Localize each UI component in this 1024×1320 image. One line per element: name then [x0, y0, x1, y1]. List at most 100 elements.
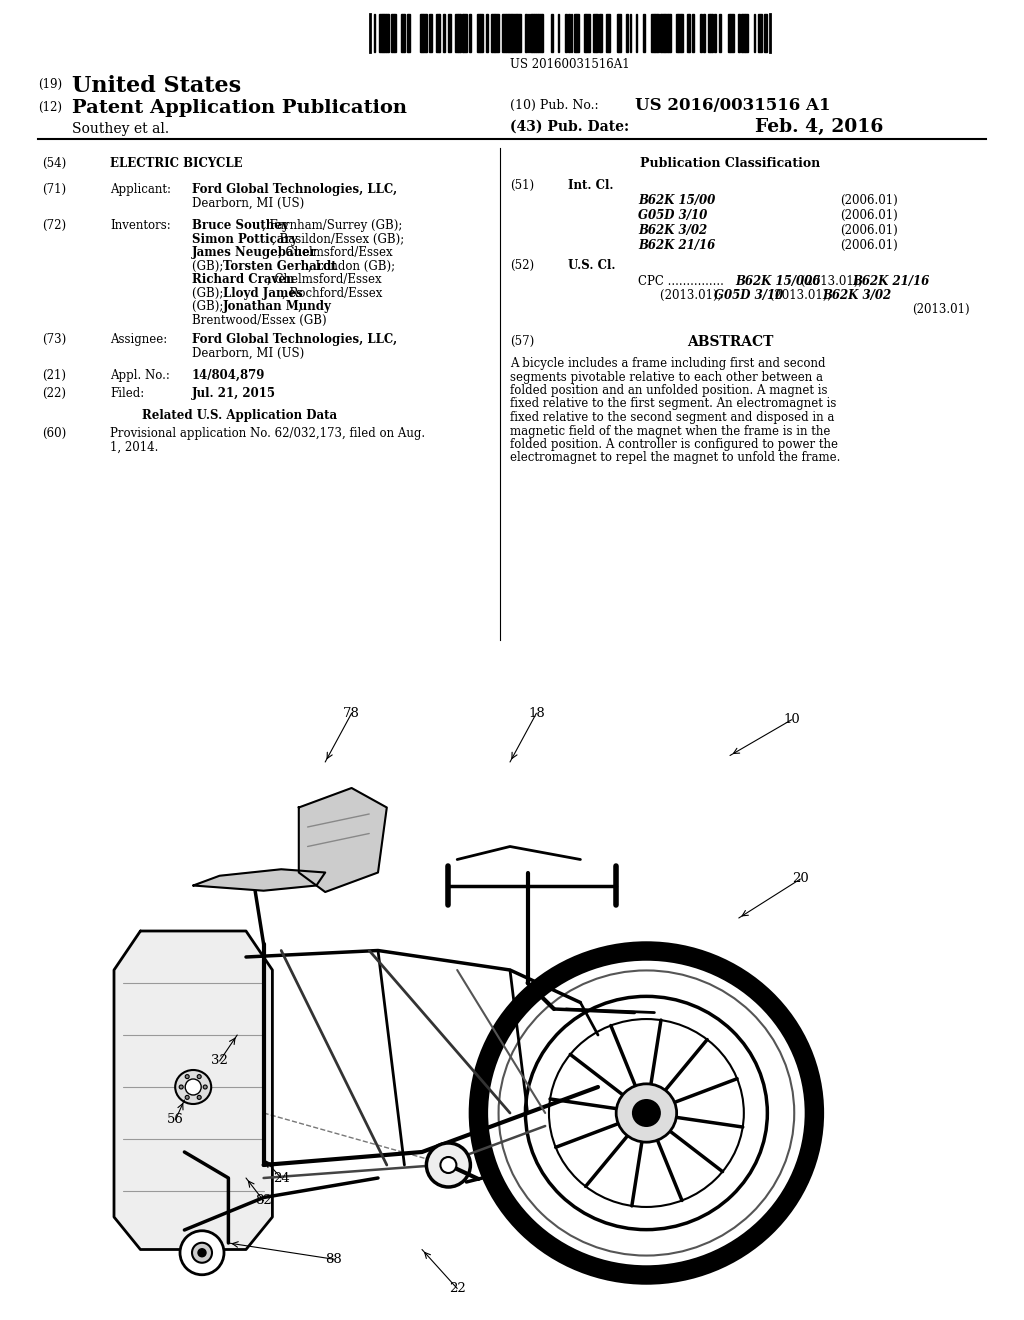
Text: Ford Global Technologies, LLC,: Ford Global Technologies, LLC,: [193, 183, 397, 195]
Text: B62K 21/16: B62K 21/16: [638, 239, 715, 252]
Bar: [408, 15, 410, 51]
Text: magnetic field of the magnet when the frame is in the: magnetic field of the magnet when the fr…: [510, 425, 830, 437]
Text: fixed relative to the first segment. An electromagnet is: fixed relative to the first segment. An …: [510, 397, 837, 411]
Bar: [662, 15, 664, 51]
Text: Inventors:: Inventors:: [110, 219, 171, 232]
Text: Int. Cl.: Int. Cl.: [568, 180, 613, 191]
Text: electromagnet to repel the magnet to unfold the frame.: electromagnet to repel the magnet to unf…: [510, 451, 841, 465]
Text: Richard Craven: Richard Craven: [193, 273, 295, 286]
Text: United States: United States: [72, 75, 241, 96]
Text: Bruce Southey: Bruce Southey: [193, 219, 289, 232]
Ellipse shape: [633, 1100, 659, 1126]
Text: Related U.S. Application Data: Related U.S. Application Data: [142, 409, 338, 422]
Bar: [512, 15, 516, 51]
Text: Publication Classification: Publication Classification: [640, 157, 820, 170]
Bar: [565, 15, 567, 51]
Bar: [742, 15, 745, 51]
Text: (71): (71): [42, 183, 67, 195]
Bar: [568, 15, 570, 51]
Text: (2013.01);: (2013.01);: [766, 289, 836, 302]
Text: , Chelmsford/Essex: , Chelmsford/Essex: [278, 246, 392, 259]
Bar: [714, 15, 716, 51]
Text: (12): (12): [38, 102, 62, 114]
Text: 14/804,879: 14/804,879: [193, 370, 265, 381]
Text: 78: 78: [343, 706, 360, 719]
Bar: [480, 15, 483, 51]
Bar: [506, 15, 508, 51]
Bar: [692, 15, 694, 51]
Bar: [492, 15, 494, 51]
Bar: [574, 15, 575, 51]
Text: (2013.01): (2013.01): [912, 304, 970, 315]
Text: 32: 32: [211, 1055, 228, 1068]
Text: Torsten Gerhardt: Torsten Gerhardt: [222, 260, 336, 272]
Bar: [678, 15, 681, 51]
Bar: [596, 15, 598, 51]
Bar: [657, 15, 659, 51]
Text: 18: 18: [528, 706, 545, 719]
Text: (2006.01): (2006.01): [840, 239, 898, 252]
Bar: [534, 15, 536, 51]
Bar: [758, 15, 762, 51]
Text: 82: 82: [255, 1195, 272, 1208]
Text: Provisional application No. 62/032,173, filed on Aug.: Provisional application No. 62/032,173, …: [110, 426, 425, 440]
Text: , Basildon/Essex (GB);: , Basildon/Essex (GB);: [272, 232, 404, 246]
Text: Jonathan Mundy: Jonathan Mundy: [222, 300, 332, 313]
Text: B62K 3/02: B62K 3/02: [638, 224, 708, 238]
Text: 10: 10: [783, 713, 800, 726]
Text: Filed:: Filed:: [110, 387, 144, 400]
Bar: [586, 15, 590, 51]
Bar: [676, 15, 678, 51]
Text: ABSTRACT: ABSTRACT: [687, 335, 773, 348]
Text: ELECTRIC BICYCLE: ELECTRIC BICYCLE: [110, 157, 243, 170]
Text: A bicycle includes a frame including first and second: A bicycle includes a frame including fir…: [510, 356, 825, 370]
Text: (43) Pub. Date:: (43) Pub. Date:: [510, 120, 629, 135]
Text: Applicant:: Applicant:: [110, 183, 171, 195]
Bar: [509, 15, 511, 51]
Bar: [423, 15, 426, 51]
Text: (2006.01): (2006.01): [840, 209, 898, 222]
Bar: [730, 15, 734, 51]
Bar: [643, 15, 645, 51]
Bar: [651, 15, 654, 51]
Text: (2013.01);: (2013.01);: [797, 275, 866, 288]
Text: B62K 3/02: B62K 3/02: [822, 289, 891, 302]
Text: US 2016/0031516 A1: US 2016/0031516 A1: [635, 96, 830, 114]
Text: James Neugebauer: James Neugebauer: [193, 246, 317, 259]
Polygon shape: [194, 870, 326, 891]
Bar: [436, 15, 439, 51]
Text: (51): (51): [510, 180, 535, 191]
Text: (2006.01): (2006.01): [840, 194, 898, 207]
Text: Assignee:: Assignee:: [110, 333, 167, 346]
Text: Simon Potticary: Simon Potticary: [193, 232, 298, 246]
Ellipse shape: [198, 1074, 201, 1078]
Ellipse shape: [198, 1096, 201, 1100]
Bar: [575, 15, 579, 51]
Bar: [719, 15, 721, 51]
Ellipse shape: [426, 1143, 470, 1187]
Text: (54): (54): [42, 157, 67, 170]
Bar: [700, 15, 702, 51]
Bar: [655, 15, 657, 51]
Ellipse shape: [175, 1071, 211, 1104]
Text: B62K 15/00: B62K 15/00: [638, 194, 715, 207]
Bar: [551, 15, 553, 51]
Bar: [455, 15, 458, 51]
Text: G05D 3/10: G05D 3/10: [714, 289, 783, 302]
Bar: [495, 15, 499, 51]
Bar: [593, 15, 596, 51]
Text: segments pivotable relative to each other between a: segments pivotable relative to each othe…: [510, 371, 823, 384]
Bar: [394, 15, 396, 51]
Text: folded position and an unfolded position. A magnet is: folded position and an unfolded position…: [510, 384, 827, 397]
Ellipse shape: [179, 1085, 183, 1089]
Bar: [687, 15, 689, 51]
Text: , Rochford/Essex: , Rochford/Essex: [282, 286, 382, 300]
Text: (22): (22): [42, 387, 66, 400]
Bar: [429, 15, 432, 51]
Ellipse shape: [203, 1085, 207, 1089]
Text: (21): (21): [42, 370, 66, 381]
Bar: [502, 15, 506, 51]
Bar: [477, 15, 480, 51]
Text: Feb. 4, 2016: Feb. 4, 2016: [755, 117, 884, 136]
Text: (2006.01): (2006.01): [840, 224, 898, 238]
